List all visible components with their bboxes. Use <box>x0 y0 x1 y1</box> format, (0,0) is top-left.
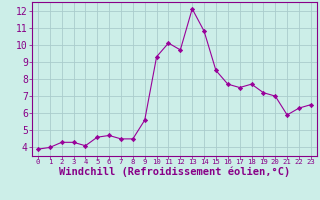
X-axis label: Windchill (Refroidissement éolien,°C): Windchill (Refroidissement éolien,°C) <box>59 166 290 177</box>
